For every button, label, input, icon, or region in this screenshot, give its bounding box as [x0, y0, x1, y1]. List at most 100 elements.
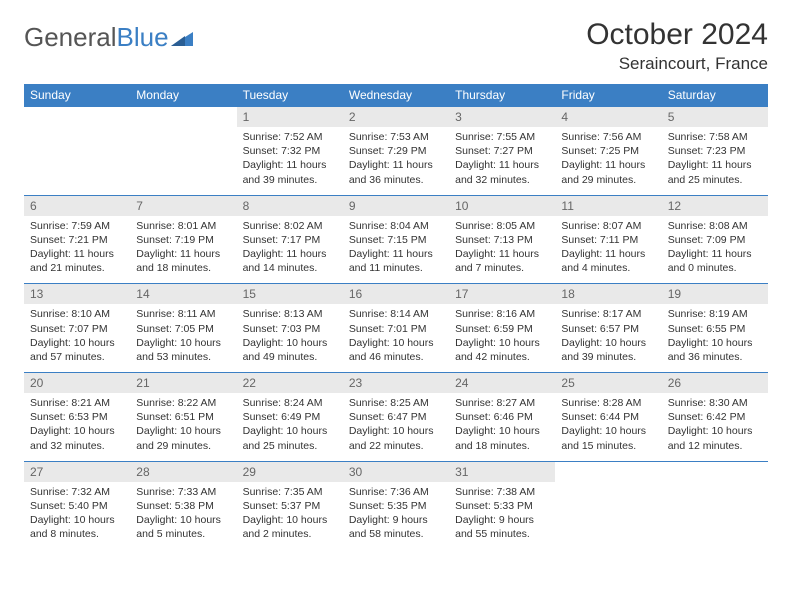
- sunset-text: Sunset: 6:51 PM: [136, 410, 230, 424]
- day-number: 4: [555, 107, 661, 127]
- day-body: Sunrise: 7:55 AMSunset: 7:27 PMDaylight:…: [449, 127, 555, 195]
- day-number: 18: [555, 284, 661, 304]
- calendar-day-cell: 9Sunrise: 8:04 AMSunset: 7:15 PMDaylight…: [343, 195, 449, 284]
- sunset-text: Sunset: 7:21 PM: [30, 233, 124, 247]
- day-body: Sunrise: 7:56 AMSunset: 7:25 PMDaylight:…: [555, 127, 661, 195]
- daylight-text: Daylight: 9 hours and 55 minutes.: [455, 513, 549, 541]
- daylight-text: Daylight: 11 hours and 39 minutes.: [243, 158, 337, 186]
- day-body: Sunrise: 8:14 AMSunset: 7:01 PMDaylight:…: [343, 304, 449, 372]
- day-number: 1: [237, 107, 343, 127]
- sunrise-text: Sunrise: 8:05 AM: [455, 219, 549, 233]
- daylight-text: Daylight: 10 hours and 32 minutes.: [30, 424, 124, 452]
- daylight-text: Daylight: 10 hours and 22 minutes.: [349, 424, 443, 452]
- day-number: [662, 462, 768, 482]
- calendar-day-cell: 18Sunrise: 8:17 AMSunset: 6:57 PMDayligh…: [555, 284, 661, 373]
- day-body: Sunrise: 8:22 AMSunset: 6:51 PMDaylight:…: [130, 393, 236, 461]
- daylight-text: Daylight: 10 hours and 12 minutes.: [668, 424, 762, 452]
- daylight-text: Daylight: 11 hours and 18 minutes.: [136, 247, 230, 275]
- day-body: Sunrise: 8:21 AMSunset: 6:53 PMDaylight:…: [24, 393, 130, 461]
- sunset-text: Sunset: 7:17 PM: [243, 233, 337, 247]
- weekday-header: Saturday: [662, 84, 768, 107]
- day-body: Sunrise: 8:27 AMSunset: 6:46 PMDaylight:…: [449, 393, 555, 461]
- page-header: GeneralBlue October 2024 Seraincourt, Fr…: [24, 18, 768, 74]
- calendar-day-cell: 6Sunrise: 7:59 AMSunset: 7:21 PMDaylight…: [24, 195, 130, 284]
- calendar-day-cell: [130, 107, 236, 196]
- day-number: 28: [130, 462, 236, 482]
- sunset-text: Sunset: 5:38 PM: [136, 499, 230, 513]
- daylight-text: Daylight: 11 hours and 32 minutes.: [455, 158, 549, 186]
- weekday-header: Tuesday: [237, 84, 343, 107]
- calendar-day-cell: 11Sunrise: 8:07 AMSunset: 7:11 PMDayligh…: [555, 195, 661, 284]
- day-body: Sunrise: 8:17 AMSunset: 6:57 PMDaylight:…: [555, 304, 661, 372]
- calendar-day-cell: 1Sunrise: 7:52 AMSunset: 7:32 PMDaylight…: [237, 107, 343, 196]
- sunset-text: Sunset: 6:42 PM: [668, 410, 762, 424]
- day-body: Sunrise: 8:05 AMSunset: 7:13 PMDaylight:…: [449, 216, 555, 284]
- day-body: Sunrise: 7:32 AMSunset: 5:40 PMDaylight:…: [24, 482, 130, 550]
- calendar-day-cell: 28 Sunrise: 7:33 AMSunset: 5:38 PMDayligh…: [130, 461, 236, 549]
- sunset-text: Sunset: 7:25 PM: [561, 144, 655, 158]
- daylight-text: Daylight: 10 hours and 25 minutes.: [243, 424, 337, 452]
- day-body: [555, 482, 661, 546]
- sunset-text: Sunset: 5:33 PM: [455, 499, 549, 513]
- sunset-text: Sunset: 6:59 PM: [455, 322, 549, 336]
- daylight-text: Daylight: 10 hours and 15 minutes.: [561, 424, 655, 452]
- sunrise-text: Sunrise: 8:25 AM: [349, 396, 443, 410]
- calendar-day-cell: 21Sunrise: 8:22 AMSunset: 6:51 PMDayligh…: [130, 373, 236, 462]
- day-body: Sunrise: 7:35 AMSunset: 5:37 PMDaylight:…: [237, 482, 343, 550]
- day-body: Sunrise: 8:08 AMSunset: 7:09 PMDaylight:…: [662, 216, 768, 284]
- day-number: 19: [662, 284, 768, 304]
- daylight-text: Daylight: 11 hours and 14 minutes.: [243, 247, 337, 275]
- daylight-text: Daylight: 10 hours and 5 minutes.: [136, 513, 230, 541]
- calendar-day-cell: 30Sunrise: 7:36 AMSunset: 5:35 PMDayligh…: [343, 461, 449, 549]
- calendar-day-cell: 25Sunrise: 8:28 AMSunset: 6:44 PMDayligh…: [555, 373, 661, 462]
- sunrise-text: Sunrise: 8:21 AM: [30, 396, 124, 410]
- sunrise-text: Sunrise: 8:01 AM: [136, 219, 230, 233]
- sunset-text: Sunset: 7:09 PM: [668, 233, 762, 247]
- day-number: 14: [130, 284, 236, 304]
- day-body: Sunrise: 7:52 AMSunset: 7:32 PMDaylight:…: [237, 127, 343, 195]
- sunset-text: Sunset: 6:53 PM: [30, 410, 124, 424]
- calendar-day-cell: 5Sunrise: 7:58 AMSunset: 7:23 PMDaylight…: [662, 107, 768, 196]
- calendar-day-cell: 4Sunrise: 7:56 AMSunset: 7:25 PMDaylight…: [555, 107, 661, 196]
- sunrise-text: Sunrise: 7:32 AM: [30, 485, 124, 499]
- sunset-text: Sunset: 5:37 PM: [243, 499, 337, 513]
- sunrise-text: Sunrise: 8:08 AM: [668, 219, 762, 233]
- day-body: Sunrise: 8:07 AMSunset: 7:11 PMDaylight:…: [555, 216, 661, 284]
- day-number: 10: [449, 196, 555, 216]
- sunrise-text: Sunrise: 7:33 AM: [136, 485, 230, 499]
- location-label: Seraincourt, France: [586, 54, 768, 74]
- calendar-day-cell: 29Sunrise: 7:35 AMSunset: 5:37 PMDayligh…: [237, 461, 343, 549]
- day-number: 16: [343, 284, 449, 304]
- sunset-text: Sunset: 7:11 PM: [561, 233, 655, 247]
- day-body: Sunrise: 8:16 AMSunset: 6:59 PMDaylight:…: [449, 304, 555, 372]
- day-number: 23: [343, 373, 449, 393]
- calendar-week-row: 13Sunrise: 8:10 AMSunset: 7:07 PMDayligh…: [24, 284, 768, 373]
- calendar-week-row: 1Sunrise: 7:52 AMSunset: 7:32 PMDaylight…: [24, 107, 768, 196]
- brand-part1: General: [24, 22, 117, 53]
- sunset-text: Sunset: 7:32 PM: [243, 144, 337, 158]
- daylight-text: Daylight: 11 hours and 0 minutes.: [668, 247, 762, 275]
- sunrise-text: Sunrise: 8:04 AM: [349, 219, 443, 233]
- sunrise-text: Sunrise: 8:19 AM: [668, 307, 762, 321]
- day-number: 3: [449, 107, 555, 127]
- sunrise-text: Sunrise: 8:13 AM: [243, 307, 337, 321]
- calendar-day-cell: 20Sunrise: 8:21 AMSunset: 6:53 PMDayligh…: [24, 373, 130, 462]
- sunrise-text: Sunrise: 8:16 AM: [455, 307, 549, 321]
- sunrise-text: Sunrise: 7:38 AM: [455, 485, 549, 499]
- day-body: Sunrise: 8:30 AMSunset: 6:42 PMDaylight:…: [662, 393, 768, 461]
- sunrise-text: Sunrise: 8:22 AM: [136, 396, 230, 410]
- sunrise-text: Sunrise: 8:10 AM: [30, 307, 124, 321]
- daylight-text: Daylight: 11 hours and 21 minutes.: [30, 247, 124, 275]
- month-title: October 2024: [586, 18, 768, 52]
- day-number: 6: [24, 196, 130, 216]
- daylight-text: Daylight: 11 hours and 4 minutes.: [561, 247, 655, 275]
- sunrise-text: Sunrise: 7:52 AM: [243, 130, 337, 144]
- sunrise-text: Sunrise: 8:02 AM: [243, 219, 337, 233]
- sunrise-text: Sunrise: 7:35 AM: [243, 485, 337, 499]
- calendar-day-cell: 8Sunrise: 8:02 AMSunset: 7:17 PMDaylight…: [237, 195, 343, 284]
- day-body: Sunrise: 8:19 AMSunset: 6:55 PMDaylight:…: [662, 304, 768, 372]
- day-number: 13: [24, 284, 130, 304]
- sunrise-text: Sunrise: 8:14 AM: [349, 307, 443, 321]
- sunset-text: Sunset: 5:35 PM: [349, 499, 443, 513]
- daylight-text: Daylight: 11 hours and 25 minutes.: [668, 158, 762, 186]
